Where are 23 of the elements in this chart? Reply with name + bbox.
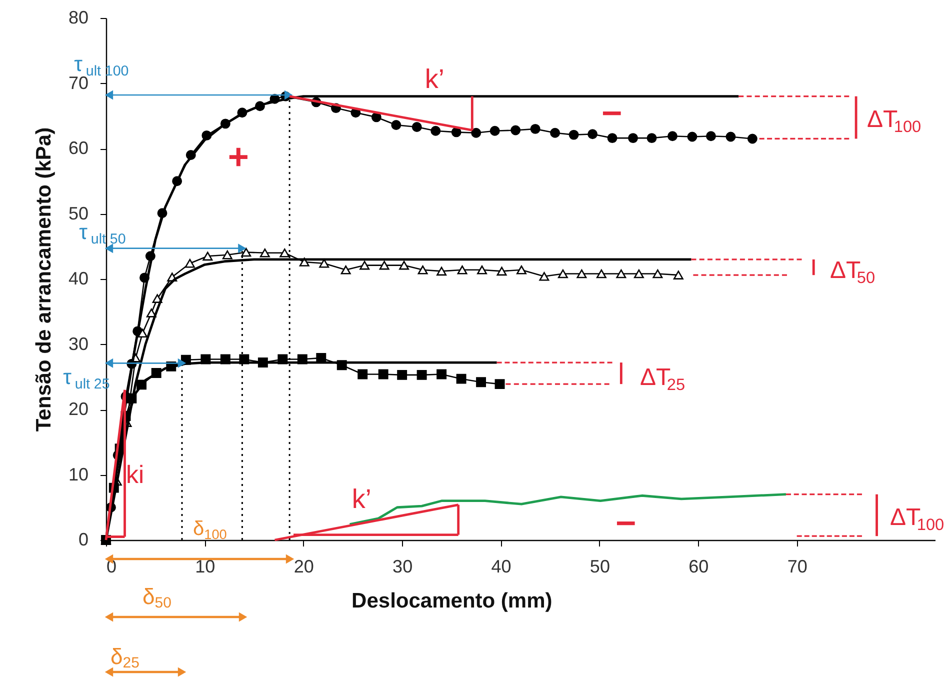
y-tick-label: 60 xyxy=(68,138,88,158)
x-tick-label: 10 xyxy=(195,556,216,576)
x-tick-label: 30 xyxy=(392,556,413,576)
x-tick-label: 60 xyxy=(688,556,709,576)
y-tick-label: 80 xyxy=(68,8,88,28)
x-tick-label: 40 xyxy=(491,556,512,576)
annotation: ki xyxy=(126,461,144,489)
x-tick-label: 50 xyxy=(590,556,610,576)
y-tick-label: 20 xyxy=(68,399,88,419)
annotation: + xyxy=(228,136,249,177)
y-axis-title: Tensão de arrancamento (kPa) xyxy=(32,127,56,432)
x-tick-label: 20 xyxy=(294,556,314,576)
annotation: k’ xyxy=(424,64,444,94)
x-axis-title: Deslocamento (mm) xyxy=(352,590,552,612)
y-tick-label: 0 xyxy=(78,530,88,550)
y-tick-label: 40 xyxy=(68,268,88,288)
annotation: – xyxy=(616,500,636,541)
annotation: – xyxy=(602,90,622,131)
x-tick-label: 70 xyxy=(787,556,808,576)
y-tick-label: 50 xyxy=(68,203,88,224)
y-tick-label: 30 xyxy=(68,334,88,354)
annotation: k’ xyxy=(352,484,372,514)
y-tick-label: 10 xyxy=(68,464,88,484)
